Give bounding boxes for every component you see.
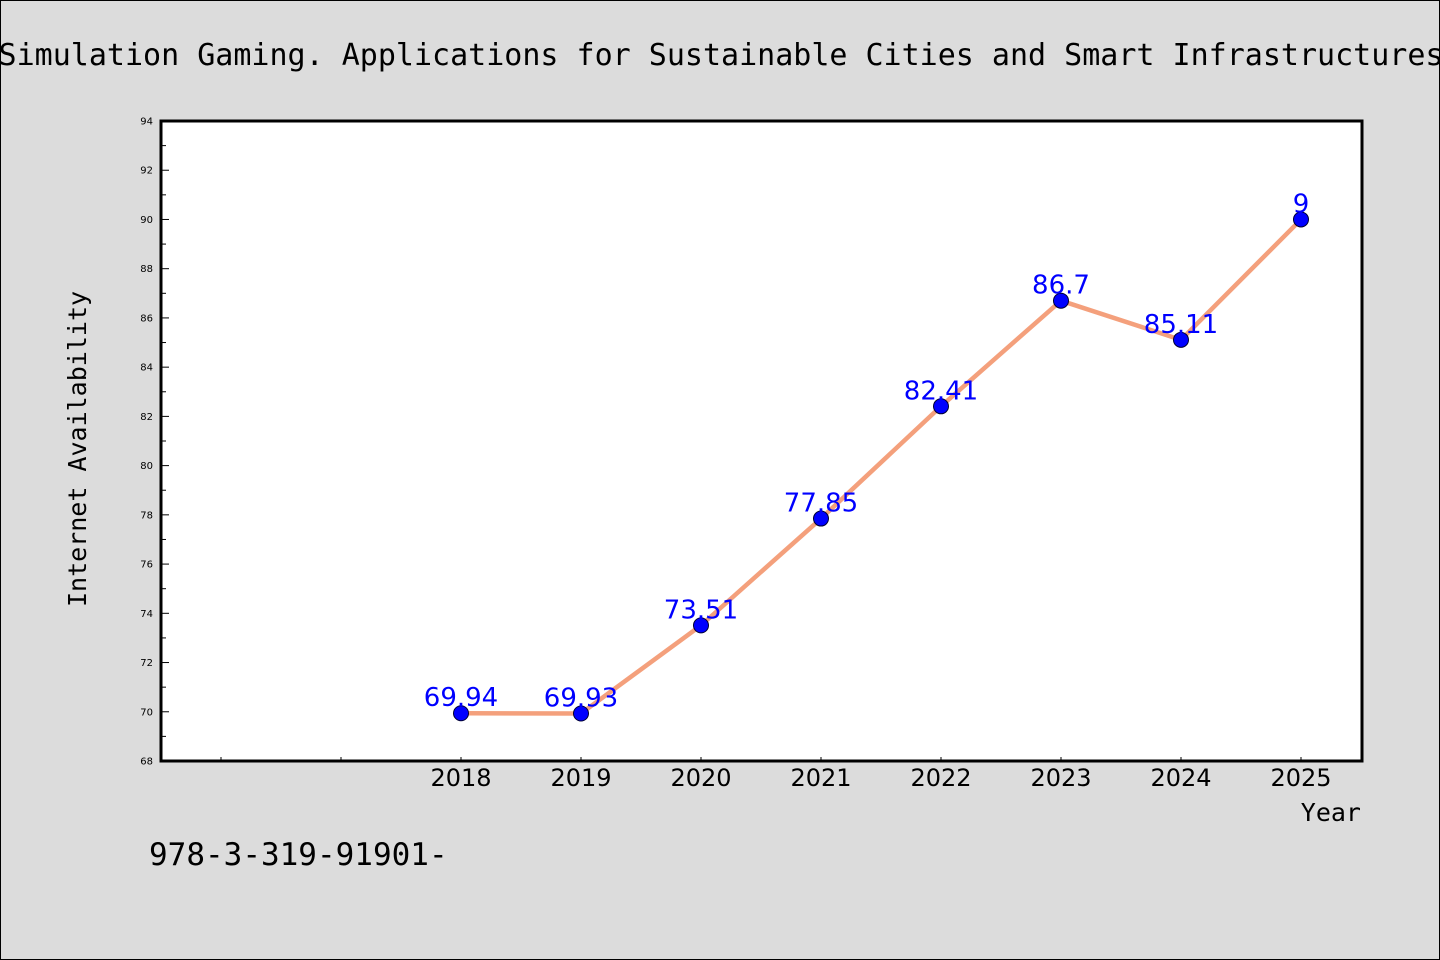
x-tick-label: 2022 — [910, 764, 971, 792]
y-axis-title: Internet Availability — [63, 291, 92, 607]
y-tick-label: 92 — [140, 166, 153, 177]
x-tick-label: 2023 — [1030, 764, 1091, 792]
data-label: 86.7 — [1032, 271, 1090, 301]
isbn-note: 978-3-319-91901- — [149, 837, 448, 873]
y-tick-label: 78 — [140, 510, 153, 521]
y-axis: 68 70 72 74 76 78 80 82 84 86 88 90 92 94 — [140, 117, 169, 768]
y-tick-label: 88 — [140, 264, 153, 275]
y-tick-label: 70 — [140, 707, 153, 718]
data-label: 82.41 — [904, 376, 978, 406]
x-tick-label: 2024 — [1150, 764, 1211, 792]
series-line — [458, 217, 1304, 716]
x-tick-label: 2020 — [670, 764, 731, 792]
data-label: 77.85 — [784, 489, 858, 519]
data-point — [933, 398, 949, 415]
data-label: 73.51 — [664, 595, 738, 625]
x-tick-label: 2021 — [790, 764, 851, 792]
data-label: 69.94 — [424, 683, 498, 713]
series-markers — [453, 211, 1309, 722]
plot-area — [161, 121, 1362, 761]
x-tick-label: 2018 — [430, 764, 491, 792]
data-label: 85.11 — [1144, 310, 1218, 340]
data-point — [693, 617, 709, 634]
y-tick-label: 90 — [140, 215, 153, 226]
data-labels: 69.94 69.93 73.51 77.85 82.41 86.7 85.11 9 — [424, 189, 1309, 713]
x-axis-title: Year — [1301, 798, 1361, 827]
data-point — [1173, 331, 1189, 348]
data-point — [1053, 292, 1069, 309]
chart-title: Simulation Gaming. Applications for Sust… — [1, 38, 1440, 73]
y-tick-label: 84 — [140, 363, 153, 374]
data-point — [453, 705, 469, 722]
data-point — [813, 510, 829, 527]
x-tick-label: 2025 — [1270, 764, 1331, 792]
data-label: 69.93 — [544, 683, 618, 713]
x-axis: 2018 2019 2020 2021 2022 2023 2024 2025 — [220, 757, 1332, 792]
y-tick-label: 68 — [140, 757, 153, 768]
y-tick-label: 72 — [140, 658, 153, 669]
y-tick-label: 80 — [140, 461, 153, 472]
data-point — [573, 705, 589, 722]
data-label: 9 — [1293, 189, 1310, 219]
data-point — [1293, 211, 1309, 228]
y-tick-label: 74 — [140, 609, 153, 620]
y-tick-label: 82 — [140, 412, 153, 423]
y-tick-label: 94 — [140, 117, 153, 128]
x-tick-label: 2019 — [550, 764, 611, 792]
y-tick-label: 86 — [140, 313, 153, 324]
plot-frame — [159, 119, 1364, 763]
y-tick-label: 76 — [140, 560, 153, 571]
